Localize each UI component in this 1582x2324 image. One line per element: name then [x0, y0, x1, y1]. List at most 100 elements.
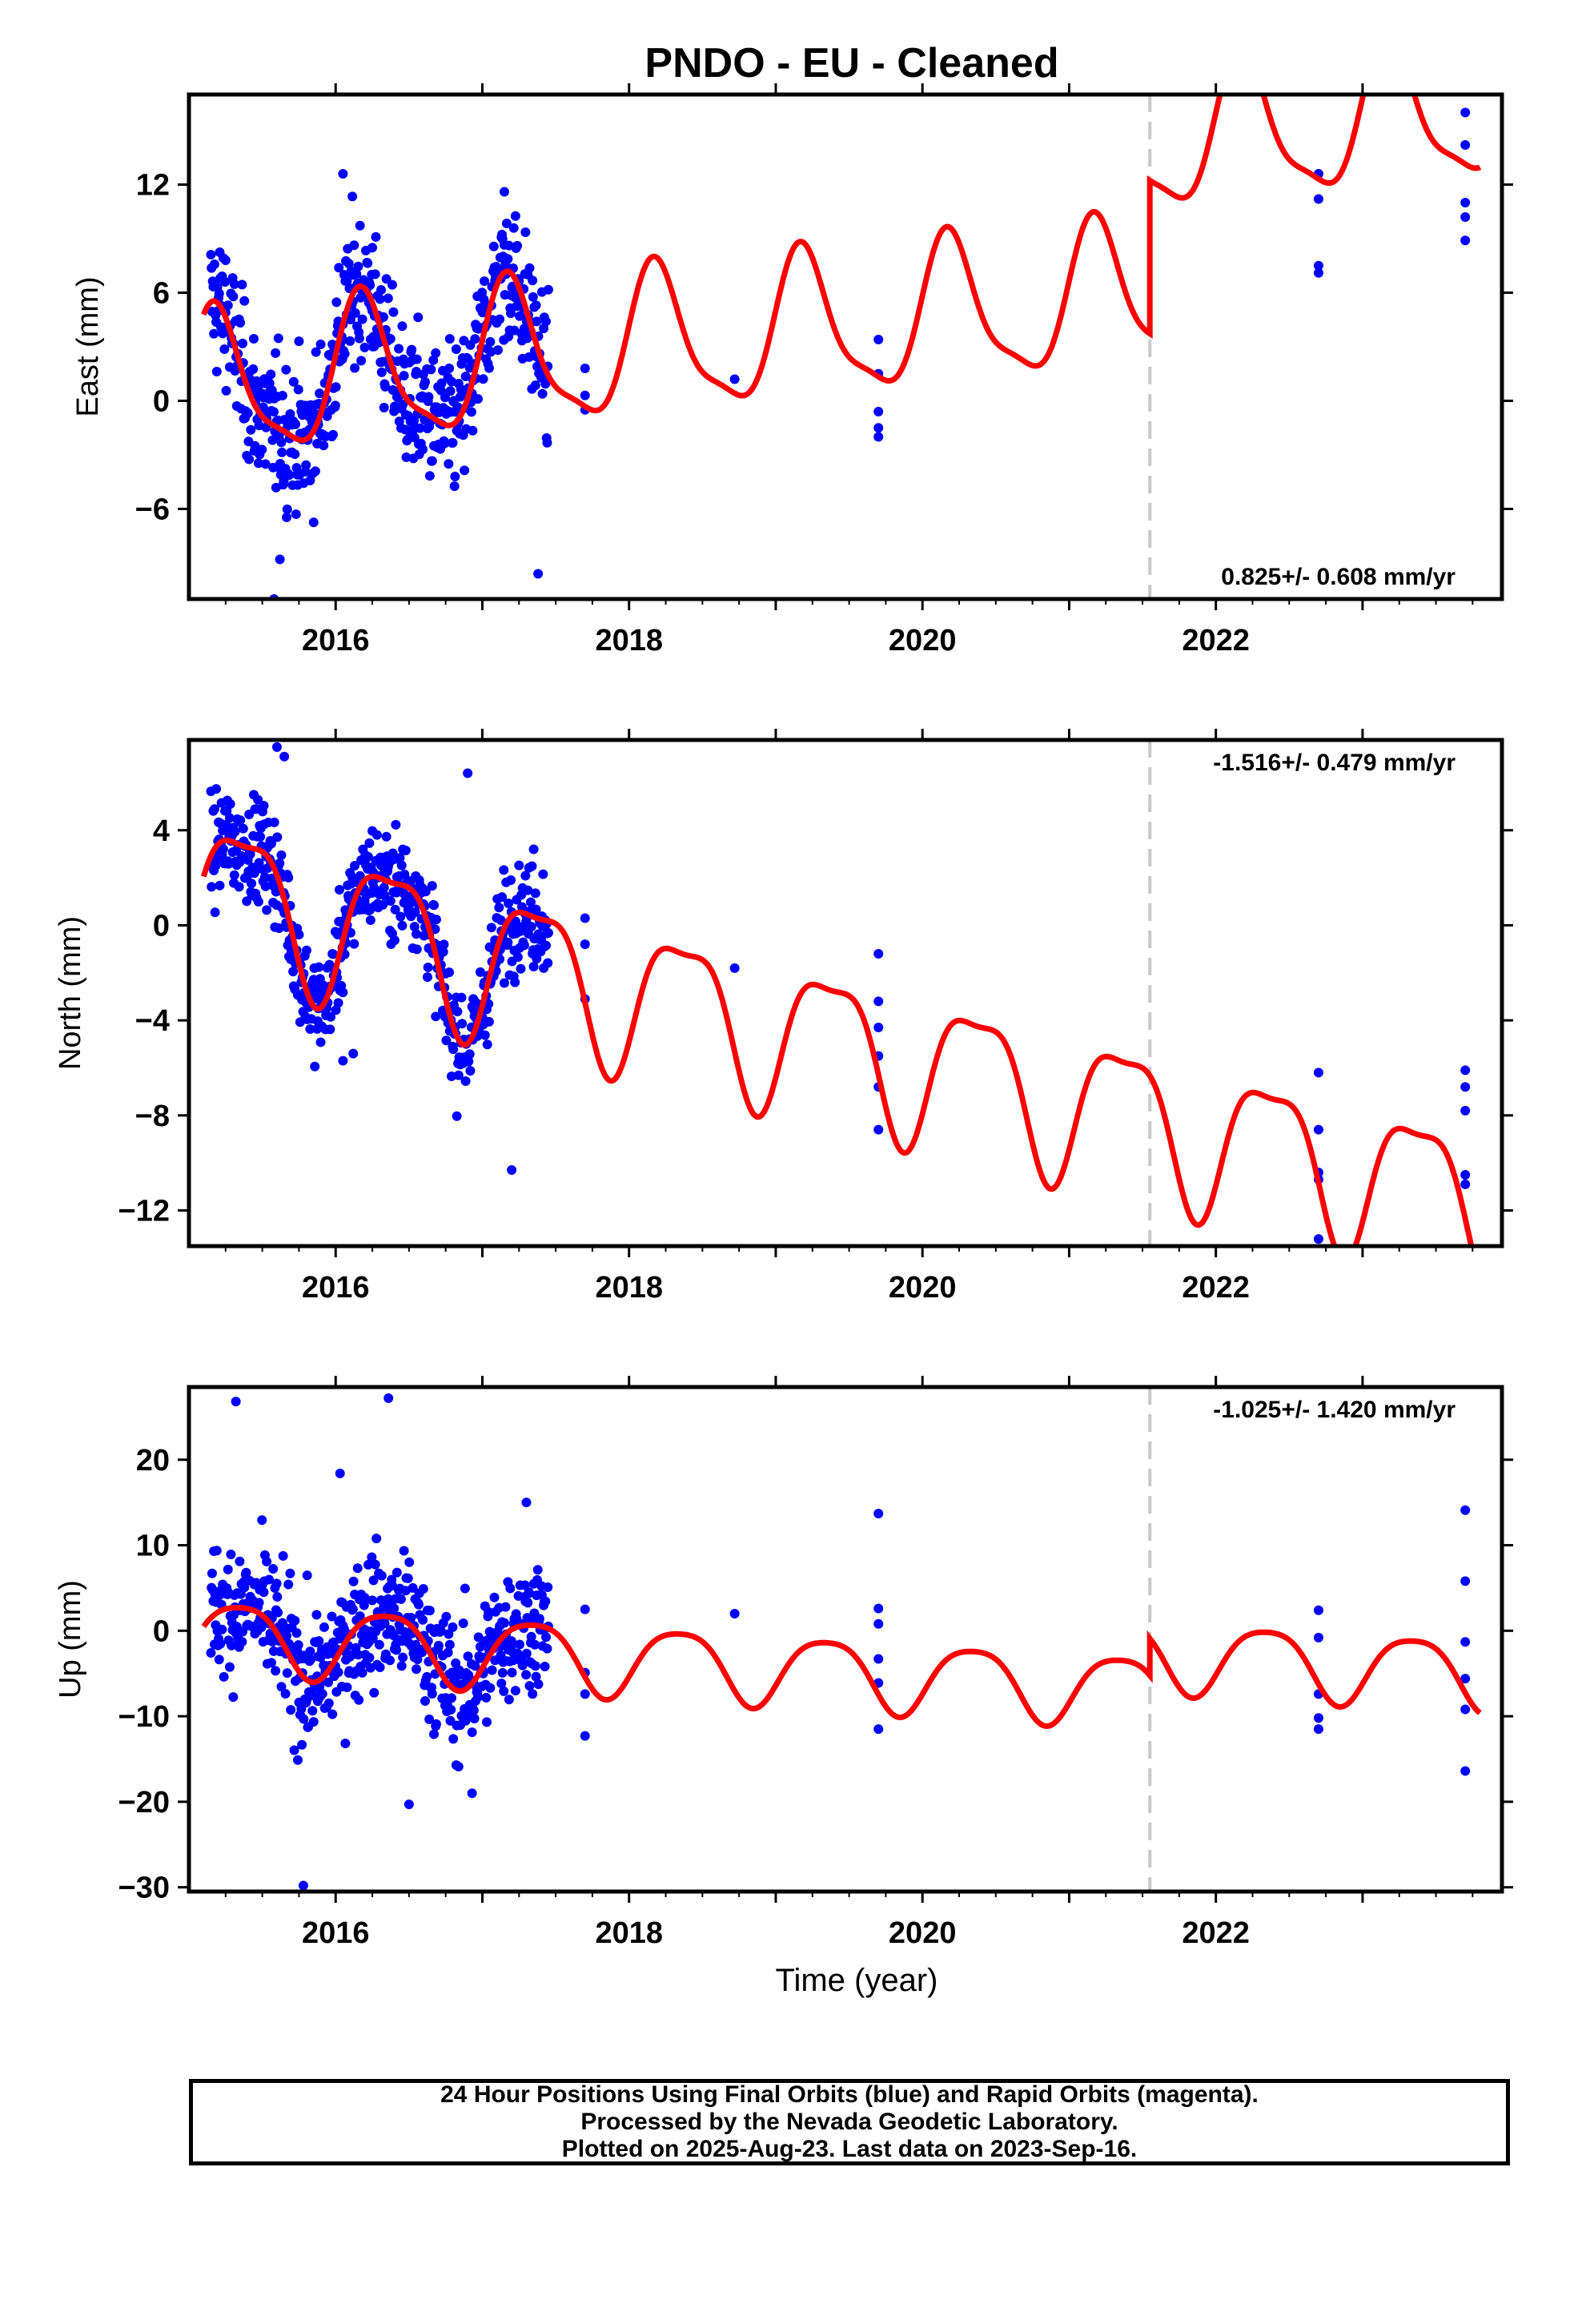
- north-model-fit-line: [200, 837, 1475, 1246]
- up-observation-point: [533, 1679, 544, 1690]
- north-observation-point: [229, 870, 239, 880]
- east-observation-point: [301, 460, 311, 470]
- up-observation-point: [507, 1667, 517, 1678]
- east-observation-point: [354, 333, 364, 344]
- up-observation-point: [298, 1880, 308, 1891]
- north-observation-point: [283, 872, 294, 883]
- up-observation-point: [1313, 1713, 1323, 1723]
- east-observation-point: [501, 218, 512, 228]
- east-observation-point: [413, 312, 424, 323]
- north-observation-point: [423, 962, 433, 972]
- up-observation-point: [370, 1559, 380, 1570]
- north-observation-point: [441, 1035, 452, 1046]
- north-observation-point: [464, 1056, 474, 1067]
- up-observation-point: [403, 1573, 413, 1583]
- north-observation-point: [314, 962, 324, 972]
- up-observation-point: [306, 1655, 316, 1665]
- up-model-fit-line: [201, 1605, 1482, 1729]
- east-observation-point: [381, 274, 391, 284]
- north-observation-point: [456, 992, 467, 1003]
- up-observation-point: [333, 1667, 343, 1678]
- up-observation-point: [276, 1682, 287, 1692]
- east-observation-point: [1460, 198, 1471, 207]
- up-observation-point: [873, 1509, 884, 1519]
- north-observation-point: [438, 947, 448, 957]
- north-observation-point: [514, 860, 524, 870]
- up-observation-point: [1460, 1505, 1471, 1515]
- north-observation-point: [463, 768, 473, 778]
- north-observation-point: [390, 904, 400, 915]
- up-observation-point: [406, 1612, 416, 1622]
- east-observation-point: [371, 231, 381, 242]
- north-observation-point: [315, 1037, 326, 1047]
- north-observation-point: [412, 929, 422, 939]
- east-y-tick-label: 6: [153, 277, 170, 311]
- east-observation-point: [424, 471, 435, 481]
- footer-line-2: Processed by the Nevada Geodetic Laborat…: [580, 2109, 1118, 2135]
- up-observation-point: [396, 1594, 406, 1604]
- east-observation-point: [470, 334, 480, 344]
- up-observation-point: [391, 1567, 402, 1578]
- north-y-tick-label: −12: [118, 1194, 170, 1228]
- up-observation-point: [259, 1587, 269, 1598]
- east-observation-point: [277, 391, 287, 401]
- north-observation-point: [497, 892, 508, 903]
- north-observation-point: [391, 819, 401, 830]
- north-observation-point: [271, 887, 281, 897]
- up-observation-point: [1460, 1576, 1471, 1586]
- north-observation-point: [218, 844, 228, 854]
- up-data-layer: [201, 1387, 1482, 1892]
- north-observation-point: [288, 967, 299, 977]
- up-y-tick-label: 20: [136, 1444, 170, 1478]
- up-observation-point: [335, 1468, 345, 1478]
- east-observation-point: [484, 363, 494, 373]
- north-y-tick-label: 4: [153, 814, 170, 848]
- up-observation-point: [215, 1638, 226, 1649]
- up-x-tick-label: 2016: [302, 1916, 370, 1950]
- north-observation-point: [400, 869, 410, 879]
- east-observation-point: [243, 408, 253, 418]
- east-observation-point: [330, 400, 340, 411]
- east-observation-point: [228, 292, 239, 302]
- east-observation-point: [420, 377, 431, 388]
- north-observation-point: [259, 800, 269, 810]
- up-observation-point: [496, 1679, 507, 1689]
- north-observation-point: [523, 885, 533, 895]
- up-observation-point: [500, 1602, 511, 1612]
- up-observation-point: [357, 1667, 367, 1678]
- east-observation-point: [319, 440, 329, 451]
- up-observation-point: [292, 1755, 303, 1765]
- up-observation-point: [282, 1668, 292, 1679]
- east-observation-point: [291, 419, 301, 429]
- east-observation-point: [427, 456, 437, 466]
- up-observation-point: [424, 1714, 435, 1724]
- north-observation-point: [271, 742, 282, 752]
- north-observation-point: [347, 872, 358, 883]
- up-observation-point: [290, 1615, 300, 1626]
- north-data-layer: [200, 740, 1475, 1246]
- north-observation-point: [211, 784, 222, 794]
- up-observation-point: [1460, 1674, 1471, 1684]
- east-observation-point: [506, 308, 516, 319]
- up-observation-point: [254, 1598, 264, 1608]
- north-observation-point: [338, 987, 348, 998]
- up-observation-point: [347, 1604, 358, 1614]
- east-observation-point: [385, 334, 396, 344]
- north-observation-point: [400, 846, 411, 855]
- east-observation-point: [342, 275, 352, 286]
- east-observation-point: [293, 384, 303, 395]
- east-observation-point: [1313, 267, 1323, 278]
- up-observation-point: [489, 1592, 500, 1602]
- east-observation-point: [440, 392, 450, 403]
- north-observation-point: [385, 895, 396, 906]
- north-observation-point: [1460, 1179, 1471, 1189]
- north-observation-point: [247, 879, 257, 889]
- up-observation-point: [257, 1515, 267, 1526]
- up-observation-point: [543, 1582, 553, 1593]
- east-x-tick-label: 2016: [302, 624, 370, 657]
- north-y-axis-label: North (mm): [54, 916, 87, 1070]
- east-observation-point: [451, 344, 461, 354]
- east-observation-point: [383, 293, 393, 304]
- up-observation-point: [470, 1661, 480, 1671]
- east-observation-point: [399, 371, 409, 381]
